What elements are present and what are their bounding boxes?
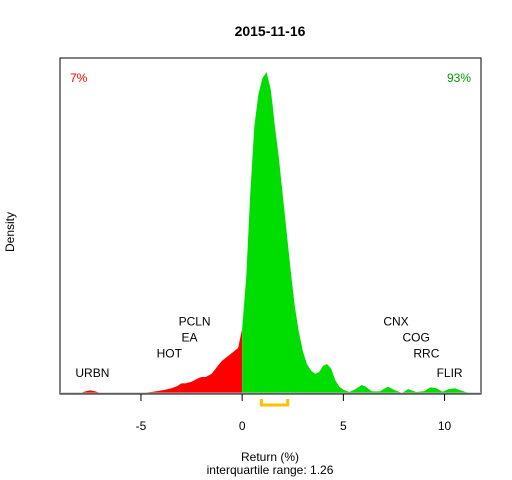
annotation-urbn: URBN	[75, 366, 109, 380]
plot-frame	[59, 57, 482, 395]
annotation-cog: COG	[403, 331, 430, 345]
x-tick-label: 5	[340, 419, 347, 433]
x-tick-label: -5	[136, 419, 147, 433]
annotation-ea: EA	[181, 331, 197, 345]
x-axis: -5 0 5 10	[136, 394, 452, 433]
x-tick-label: 0	[239, 419, 246, 433]
y-axis-label: Density	[3, 212, 17, 252]
chart-title: 2015-11-16	[235, 23, 306, 39]
stock-annotations: URBN HOT EA PCLN CNX COG RRC FLIR	[75, 315, 463, 380]
annotation-cnx: CNX	[383, 315, 408, 329]
annotation-pcln: PCLN	[179, 315, 211, 329]
plot-area	[59, 57, 482, 395]
annotation-rrc: RRC	[413, 347, 439, 361]
x-axis-label: Return (%)	[241, 450, 299, 464]
iqr-text: interquartile range: 1.26	[207, 463, 334, 477]
positive-density-area	[242, 72, 481, 393]
negative-share-label: 7%	[70, 71, 88, 85]
positive-share-label: 93%	[447, 71, 471, 85]
x-tick-label: 10	[438, 419, 452, 433]
iqr-bracket	[259, 399, 290, 407]
negative-density-area	[60, 328, 243, 393]
annotation-flir: FLIR	[437, 366, 463, 380]
annotation-hot: HOT	[157, 347, 183, 361]
